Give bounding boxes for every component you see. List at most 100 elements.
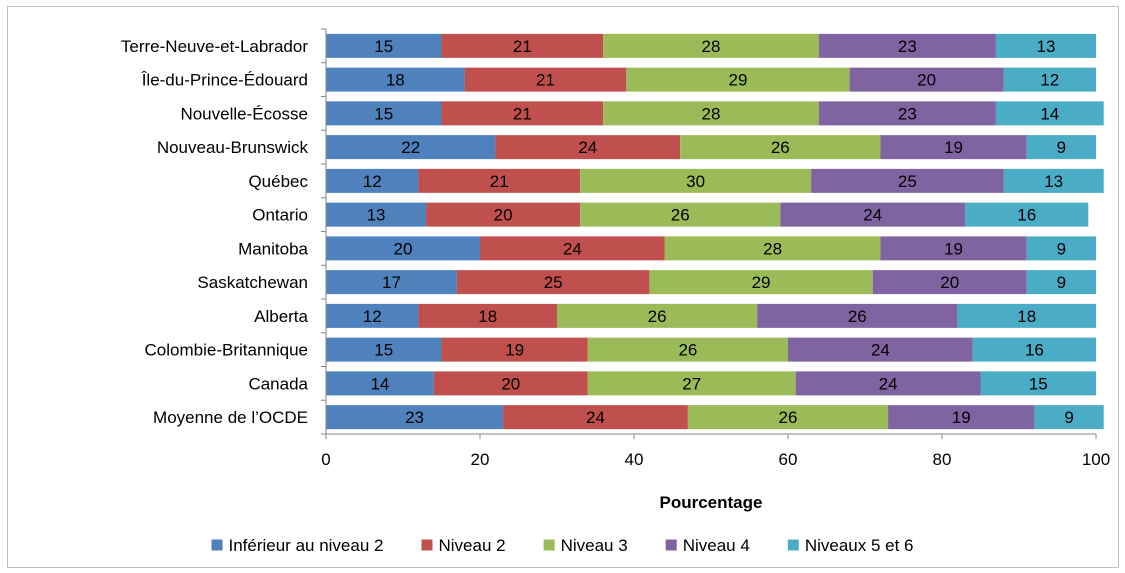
- bar-niveaux-5-et-6-canada: [980, 371, 1096, 396]
- data-label-niveau-4-ontario: 24: [863, 206, 882, 225]
- data-label-niveau-3-manitoba: 28: [763, 239, 782, 258]
- bar-niveau-2-manitoba: [480, 236, 665, 261]
- data-label-niveau-4-moyenne-de-l-ocde: 19: [952, 408, 971, 427]
- bar-niveau-3-saskatchewan: [649, 270, 873, 295]
- data-label-niveau-3-saskatchewan: 29: [752, 273, 771, 292]
- data-label-niveau-2-moyenne-de-l-ocde: 24: [586, 408, 605, 427]
- bar-niveaux-5-et-6-saskatchewan: [1026, 270, 1096, 295]
- data-label-niveau-2-ontario: 20: [494, 206, 513, 225]
- bar-niveau-3-ile-du-prince-edouard: [626, 67, 850, 92]
- bar-niveau-3-alberta: [557, 303, 758, 328]
- bar-niveau-4-saskatchewan: [872, 270, 1027, 295]
- data-label-niveau-3-canada: 27: [682, 374, 701, 393]
- data-label-niveaux-5-et-6-colombie-britannique: 16: [1025, 341, 1044, 360]
- bar-inferieur-au-niveau-2-ontario: [326, 202, 427, 227]
- data-label-niveaux-5-et-6-nouvelle-ecosse: 14: [1040, 104, 1059, 123]
- legend-label-inferieur-au-niveau-2: Inférieur au niveau 2: [228, 536, 383, 555]
- bar-niveau-2-canada: [433, 371, 588, 396]
- x-tick-label-60: 60: [779, 450, 798, 469]
- bar-niveau-2-saskatchewan: [456, 270, 650, 295]
- x-tick-label-20: 20: [471, 450, 490, 469]
- data-label-niveau-3-nouveau-brunswick: 26: [771, 138, 790, 157]
- category-label-nouveau-brunswick: Nouveau-Brunswick: [157, 138, 309, 157]
- data-label-inferieur-au-niveau-2-moyenne-de-l-ocde: 23: [405, 408, 424, 427]
- data-label-niveau-2-ile-du-prince-edouard: 21: [536, 71, 555, 90]
- legend-label-niveaux-5-et-6: Niveaux 5 et 6: [805, 536, 914, 555]
- bar-niveaux-5-et-6-terre-neuve-et-labrador: [995, 33, 1096, 58]
- bar-niveau-2-moyenne-de-l-ocde: [503, 405, 688, 430]
- data-label-niveau-2-quebec: 21: [490, 172, 509, 191]
- bar-niveau-4-terre-neuve-et-labrador: [818, 33, 996, 58]
- data-label-niveau-3-ile-du-prince-edouard: 29: [728, 71, 747, 90]
- category-label-terre-neuve-et-labrador: Terre-Neuve-et-Labrador: [121, 37, 308, 56]
- data-label-niveau-2-alberta: 18: [478, 307, 497, 326]
- bar-inferieur-au-niveau-2-manitoba: [326, 236, 480, 261]
- bar-niveau-3-moyenne-de-l-ocde: [687, 405, 889, 430]
- bar-niveau-3-quebec: [580, 168, 812, 193]
- data-label-niveau-4-nouvelle-ecosse: 23: [898, 104, 917, 123]
- legend-swatch-inferieur-au-niveau-2: [211, 539, 223, 551]
- data-label-niveau-3-alberta: 26: [648, 307, 667, 326]
- bar-inferieur-au-niveau-2-nouvelle-ecosse: [326, 101, 442, 126]
- bar-niveau-4-nouvelle-ecosse: [818, 101, 996, 126]
- category-label-colombie-britannique: Colombie-Britannique: [145, 341, 308, 360]
- bar-inferieur-au-niveau-2-moyenne-de-l-ocde: [326, 405, 504, 430]
- bar-niveau-3-terre-neuve-et-labrador: [603, 33, 819, 58]
- bar-niveau-4-colombie-britannique: [788, 337, 973, 362]
- bar-inferieur-au-niveau-2-colombie-britannique: [326, 337, 442, 362]
- legend-swatch-niveau-4: [665, 539, 677, 551]
- bar-niveau-3-colombie-britannique: [587, 337, 788, 362]
- data-label-niveau-4-ile-du-prince-edouard: 20: [917, 71, 936, 90]
- data-label-inferieur-au-niveau-2-nouveau-brunswick: 22: [401, 138, 420, 157]
- bar-inferieur-au-niveau-2-ile-du-prince-edouard: [326, 67, 465, 92]
- legend-label-niveau-4: Niveau 4: [683, 536, 750, 555]
- legend-swatch-niveaux-5-et-6: [787, 539, 799, 551]
- data-label-niveau-2-saskatchewan: 25: [544, 273, 563, 292]
- data-label-niveau-3-moyenne-de-l-ocde: 26: [779, 408, 798, 427]
- legend-item-niveau-3: Niveau 3: [543, 536, 628, 555]
- bar-niveaux-5-et-6-nouveau-brunswick: [1026, 135, 1096, 160]
- data-label-niveau-2-canada: 20: [501, 374, 520, 393]
- legend-swatch-niveau-2: [421, 539, 433, 551]
- bar-niveaux-5-et-6-ontario: [965, 202, 1089, 227]
- data-label-niveau-4-terre-neuve-et-labrador: 23: [898, 37, 917, 56]
- data-label-niveau-4-canada: 24: [879, 374, 898, 393]
- x-axis-title: Pourcentage: [660, 493, 763, 512]
- bar-niveau-3-canada: [587, 371, 796, 396]
- x-tick-label-100: 100: [1082, 450, 1110, 469]
- bar-niveaux-5-et-6-quebec: [1003, 168, 1104, 193]
- data-label-inferieur-au-niveau-2-saskatchewan: 17: [382, 273, 401, 292]
- legend-item-niveaux-5-et-6: Niveaux 5 et 6: [787, 536, 914, 555]
- data-label-niveaux-5-et-6-saskatchewan: 9: [1057, 273, 1066, 292]
- data-label-niveau-2-nouvelle-ecosse: 21: [513, 104, 532, 123]
- legend-item-inferieur-au-niveau-2: Inférieur au niveau 2: [211, 536, 383, 555]
- bar-inferieur-au-niveau-2-nouveau-brunswick: [326, 135, 496, 160]
- legend-swatch-niveau-3: [543, 539, 555, 551]
- bar-niveau-3-ontario: [580, 202, 781, 227]
- category-label-nouvelle-ecosse: Nouvelle-Écosse: [180, 104, 308, 123]
- data-label-inferieur-au-niveau-2-nouvelle-ecosse: 15: [374, 104, 393, 123]
- data-label-inferieur-au-niveau-2-alberta: 12: [363, 307, 382, 326]
- data-label-inferieur-au-niveau-2-manitoba: 20: [394, 239, 413, 258]
- data-label-niveau-2-nouveau-brunswick: 24: [578, 138, 597, 157]
- bar-niveau-3-nouvelle-ecosse: [603, 101, 819, 126]
- axes: [321, 28, 1097, 439]
- data-label-niveau-4-saskatchewan: 20: [940, 273, 959, 292]
- data-label-niveau-3-colombie-britannique: 26: [678, 341, 697, 360]
- bar-niveau-2-quebec: [418, 168, 581, 193]
- bar-inferieur-au-niveau-2-quebec: [326, 168, 419, 193]
- category-labels: Terre-Neuve-et-Labrador Île-du-Prince-Édo…: [121, 37, 309, 427]
- data-label-niveau-3-quebec: 30: [686, 172, 705, 191]
- data-label-niveaux-5-et-6-ile-du-prince-edouard: 12: [1040, 71, 1059, 90]
- bar-inferieur-au-niveau-2-alberta: [326, 303, 419, 328]
- data-label-inferieur-au-niveau-2-ontario: 13: [367, 206, 386, 225]
- bar-niveau-2-terre-neuve-et-labrador: [441, 33, 604, 58]
- data-label-niveaux-5-et-6-moyenne-de-l-ocde: 9: [1064, 408, 1073, 427]
- x-tick-labels: 0 20 40 60 80 100: [321, 450, 1110, 469]
- data-label-niveau-3-terre-neuve-et-labrador: 28: [702, 37, 721, 56]
- category-label-quebec: Québec: [248, 172, 308, 191]
- bar-inferieur-au-niveau-2-canada: [326, 371, 434, 396]
- data-label-niveaux-5-et-6-manitoba: 9: [1057, 239, 1066, 258]
